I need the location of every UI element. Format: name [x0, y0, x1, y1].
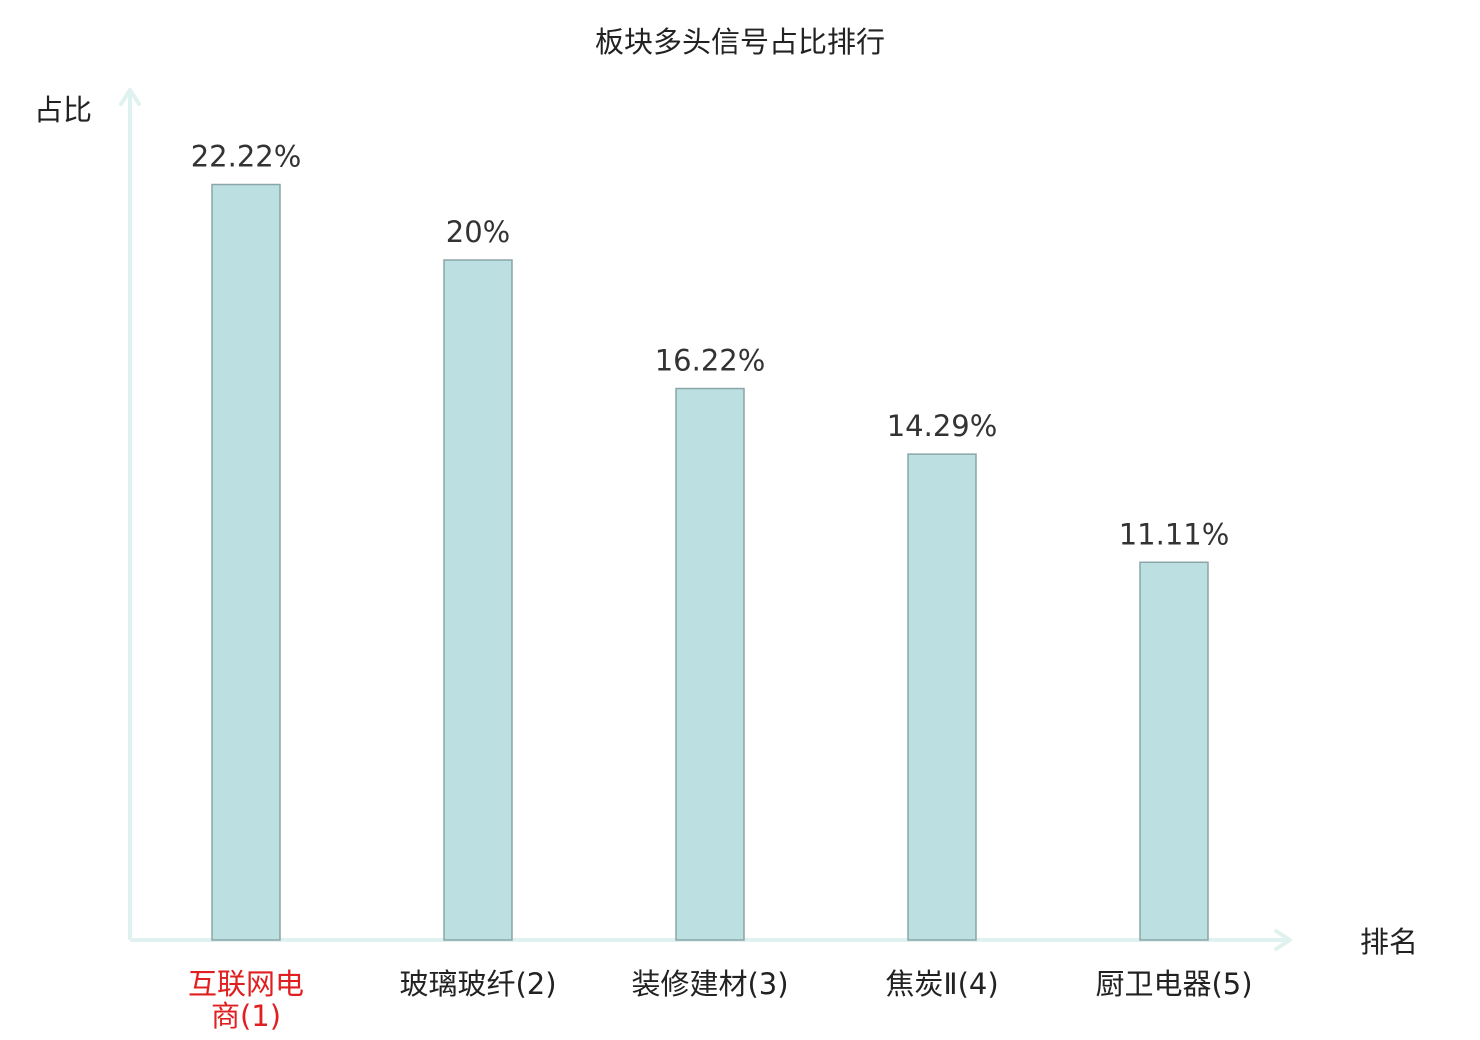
category-label: 装修建材(3) — [631, 967, 788, 1001]
bar — [211, 183, 281, 941]
category-label: 厨卫电器(5) — [1095, 967, 1252, 1001]
x-axis-arrow — [1274, 929, 1292, 951]
y-axis-arrow — [119, 88, 141, 106]
x-axis-label: 排名 — [1360, 925, 1418, 959]
category-labels-group: 互联网电商(1) 玻璃玻纤(2) 装修建材(3) 焦炭Ⅱ(4) 厨卫电器(5) — [188, 967, 1253, 1033]
bar — [1139, 561, 1209, 941]
bar — [675, 387, 745, 941]
y-axis-label: 占比 — [34, 93, 92, 127]
category-label: 互联网电商(1) — [188, 967, 304, 1033]
value-label: 11.11% — [1119, 517, 1230, 551]
bar — [443, 259, 513, 941]
value-labels-group: 22.22% 20% 16.22% 14.29% 11.11% — [191, 140, 1230, 552]
value-label: 22.22% — [191, 140, 302, 174]
category-label: 焦炭Ⅱ(4) — [885, 967, 998, 1001]
value-label: 14.29% — [887, 409, 998, 443]
category-label: 玻璃玻纤(2) — [399, 967, 556, 1001]
bar — [907, 453, 977, 941]
value-label: 16.22% — [655, 344, 766, 378]
chart-title: 板块多头信号占比排行 — [595, 25, 885, 59]
bars-group — [211, 183, 1209, 941]
value-label: 20% — [446, 215, 510, 249]
